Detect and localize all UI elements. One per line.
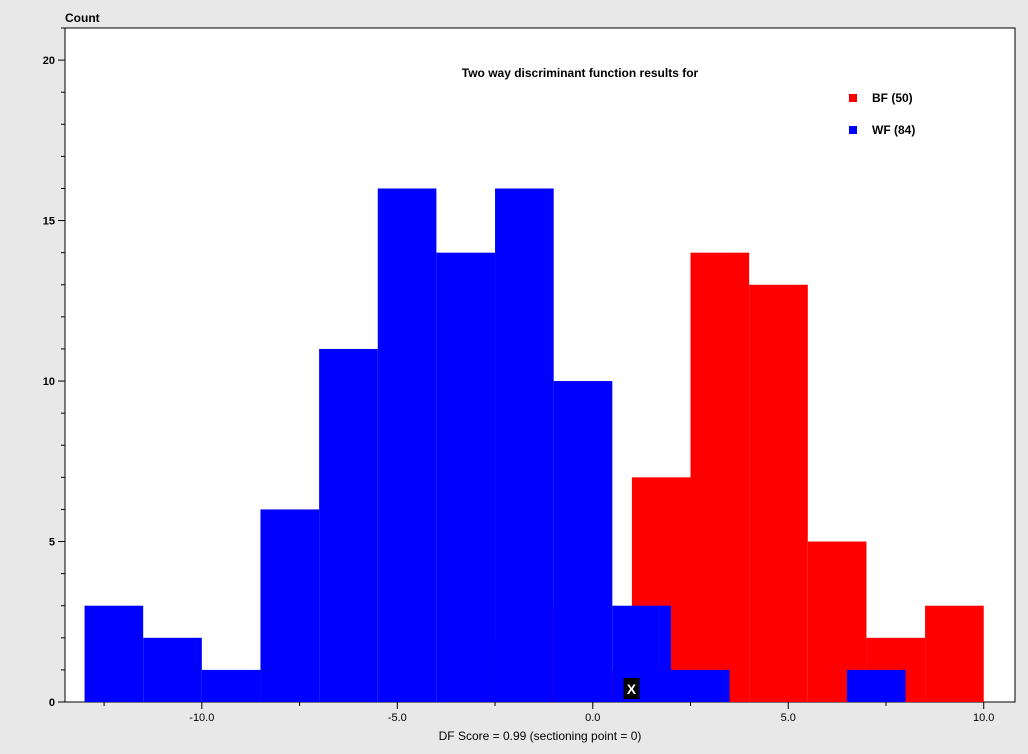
bar-wf-2	[201, 669, 261, 702]
bar-wf-6	[436, 252, 496, 703]
y-axis-label: Count	[65, 11, 100, 25]
x-tick-label: 10.0	[973, 712, 994, 724]
bar-wf-11	[846, 669, 906, 702]
x-tick-label: 5.0	[781, 712, 796, 724]
bar-bf-5	[749, 284, 808, 702]
bar-wf-0	[84, 605, 144, 702]
legend-swatch-bf	[849, 94, 857, 102]
y-tick-label: 15	[43, 216, 55, 228]
bar-wf-3	[260, 509, 320, 702]
x-axis-label: DF Score = 0.99 (sectioning point = 0)	[439, 729, 642, 743]
x-tick-label: -10.0	[189, 712, 214, 724]
bar-wf-1	[143, 637, 202, 702]
bar-wf-9	[612, 605, 671, 702]
chart-title: Two way discriminant function results fo…	[462, 66, 699, 80]
bar-wf-10	[670, 669, 730, 702]
bar-wf-7	[495, 188, 554, 703]
bar-wf-5	[377, 188, 437, 703]
bar-wf-8	[553, 381, 613, 702]
marker-layer: X	[623, 678, 640, 699]
bars-layer	[84, 188, 984, 703]
df-score-marker-label: X	[627, 681, 637, 697]
y-tick-label: 20	[43, 55, 55, 67]
bar-wf-4	[319, 348, 378, 702]
y-tick-label: 10	[43, 376, 55, 388]
legend: BF (50) WF (84)	[849, 91, 915, 137]
x-tick-label: -5.0	[388, 712, 407, 724]
legend-label-bf: BF (50)	[872, 91, 913, 105]
legend-label-wf: WF (84)	[872, 123, 915, 137]
y-tick-label: 0	[49, 697, 55, 709]
y-tick-label: 5	[49, 537, 55, 549]
x-tick-label: 0.0	[585, 712, 600, 724]
legend-swatch-wf	[849, 126, 857, 134]
df-score-marker	[623, 678, 640, 699]
axes-layer: -10.0 -5.0 0.0 5.0 10.0 0 5 10 15 20	[43, 27, 994, 724]
bar-bf-4	[690, 252, 750, 703]
bar-bf-8	[925, 605, 984, 702]
